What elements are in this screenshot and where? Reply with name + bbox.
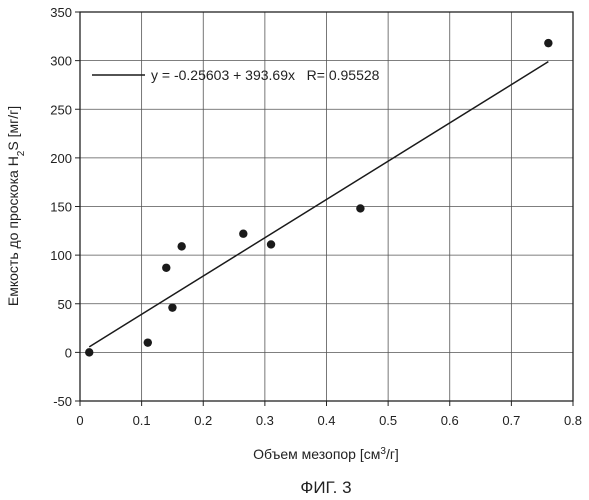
series-layer: [85, 39, 553, 357]
x-tick-label: 0.4: [317, 413, 335, 428]
x-tick-label: 0.7: [502, 413, 520, 428]
data-point: [356, 204, 364, 212]
y-tick-label: 100: [50, 248, 72, 263]
x-tick-label: 0.8: [564, 413, 582, 428]
x-tick-label: 0: [76, 413, 83, 428]
data-point: [267, 240, 275, 248]
x-tick-label: 0.3: [256, 413, 274, 428]
data-point: [168, 303, 176, 311]
x-axis-title: Объем мезопор [см3/г]: [253, 446, 399, 463]
data-point: [162, 264, 170, 272]
legend: y = -0.25603 + 393.69x R= 0.95528: [92, 67, 380, 83]
figure-caption: ФИГ. 3: [300, 478, 351, 497]
x-tick-label: 0.6: [441, 413, 459, 428]
y-tick-label: 350: [50, 5, 72, 20]
y-tick-label: 50: [58, 297, 72, 312]
x-tick-label: 0.1: [133, 413, 151, 428]
y-tick-label: 0: [65, 345, 72, 360]
legend-entry-fit-line: y = -0.25603 + 393.69x R= 0.95528: [151, 67, 380, 83]
y-tick-label: 250: [50, 102, 72, 117]
y-tick-label: 200: [50, 151, 72, 166]
y-tick-label: 300: [50, 54, 72, 69]
y-tick-label: 150: [50, 200, 72, 215]
data-point: [85, 348, 93, 356]
y-tick-label: -50: [53, 394, 72, 409]
data-point: [144, 338, 152, 346]
x-tick-label: 0.2: [194, 413, 212, 428]
y-axis-title: Емкость до проскока H2S [мг/г]: [5, 106, 27, 306]
x-tick-label: 0.5: [379, 413, 397, 428]
data-point: [544, 39, 552, 47]
data-point: [177, 242, 185, 250]
data-point: [239, 230, 247, 238]
